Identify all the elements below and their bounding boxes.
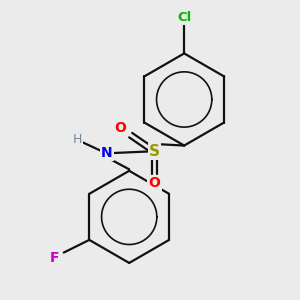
Text: O: O (148, 176, 160, 190)
Text: N: N (101, 146, 113, 160)
Text: F: F (50, 251, 60, 266)
Text: Cl: Cl (177, 11, 191, 24)
Text: O: O (114, 121, 126, 135)
Text: H: H (73, 133, 82, 146)
Text: S: S (149, 144, 160, 159)
